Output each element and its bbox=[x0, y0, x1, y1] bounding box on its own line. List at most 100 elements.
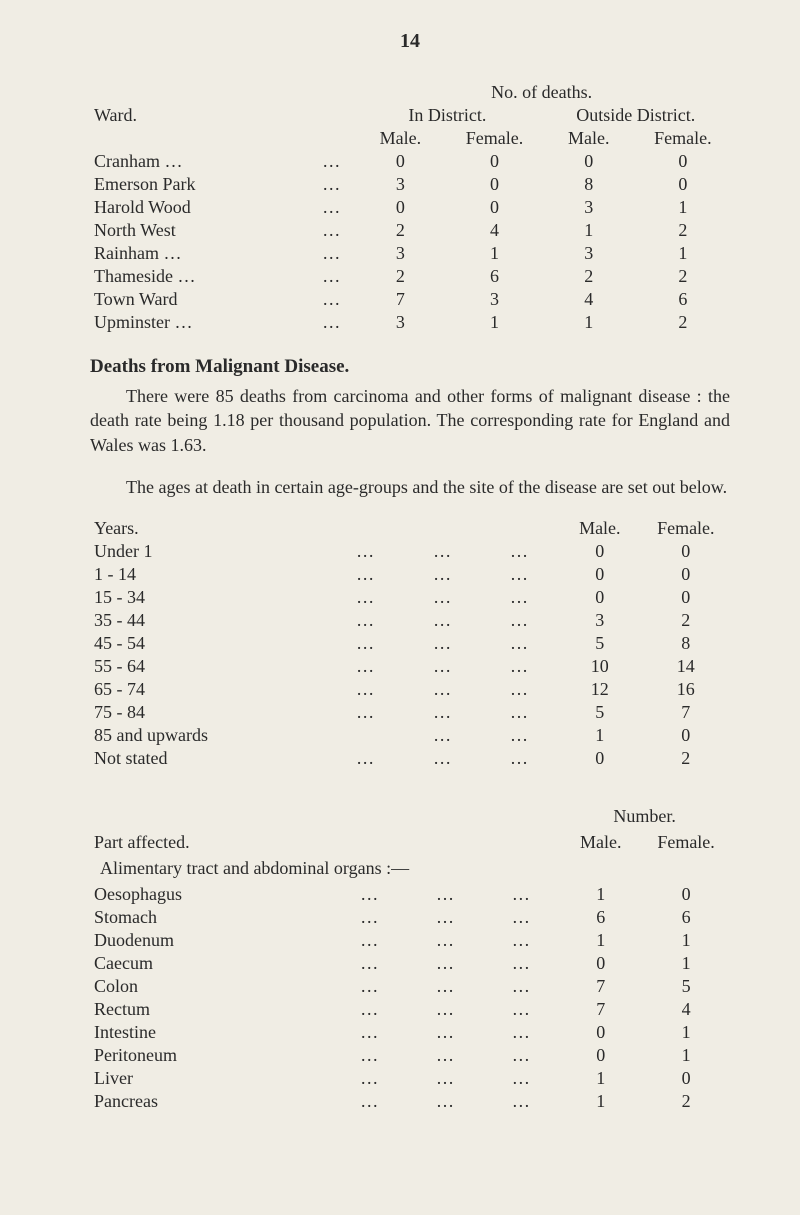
dots-cell: … bbox=[408, 998, 484, 1021]
ward-name-cell: North West … bbox=[90, 219, 353, 242]
dots-cell: … bbox=[327, 701, 404, 724]
cell-male: 1 bbox=[559, 1067, 642, 1090]
cell-out-female: 1 bbox=[636, 242, 730, 265]
cell-out-male: 1 bbox=[542, 311, 636, 334]
dots-cell: … bbox=[332, 906, 408, 929]
header-in-district: In District. bbox=[353, 104, 541, 127]
cell-in-female: 3 bbox=[447, 288, 541, 311]
cell-out-female: 2 bbox=[636, 311, 730, 334]
dots-cell: … bbox=[404, 655, 481, 678]
organ-label-cell: Liver bbox=[90, 1067, 332, 1090]
paragraph: There were 85 deaths from carcinoma and … bbox=[90, 384, 730, 457]
cell-female: 0 bbox=[642, 563, 730, 586]
age-label-cell: Not stated bbox=[90, 747, 327, 770]
cell-female: 14 bbox=[642, 655, 730, 678]
header-female: Female. bbox=[642, 517, 730, 540]
dots-cell: … bbox=[327, 540, 404, 563]
dots-cell: … bbox=[327, 655, 404, 678]
table-row: Liver………10 bbox=[90, 1067, 730, 1090]
dots-cell: … bbox=[483, 1044, 559, 1067]
header-ward: Ward. bbox=[90, 104, 353, 127]
cell-female: 16 bbox=[642, 678, 730, 701]
cell-female: 0 bbox=[642, 586, 730, 609]
dots-cell: … bbox=[327, 678, 404, 701]
cell-in-male: 3 bbox=[353, 242, 447, 265]
cell-in-male: 0 bbox=[353, 196, 447, 219]
cell-out-female: 2 bbox=[636, 265, 730, 288]
table-row: Not stated………02 bbox=[90, 747, 730, 770]
cell-out-female: 1 bbox=[636, 196, 730, 219]
dots-cell: … bbox=[332, 952, 408, 975]
organ-label-cell: Pancreas bbox=[90, 1090, 332, 1113]
cell-male: 1 bbox=[559, 1090, 642, 1113]
dots-cell: … bbox=[483, 975, 559, 998]
cell-male: 7 bbox=[559, 975, 642, 998]
cell-female: 7 bbox=[642, 701, 730, 724]
ward-name-cell: Harold Wood … bbox=[90, 196, 353, 219]
header-male: Male. bbox=[353, 127, 447, 150]
dots-cell: … bbox=[408, 1021, 484, 1044]
cell-out-male: 2 bbox=[542, 265, 636, 288]
cell-male: 0 bbox=[559, 1021, 642, 1044]
cell-female: 2 bbox=[642, 1090, 730, 1113]
table-row: Number. bbox=[90, 786, 730, 831]
cell-male: 5 bbox=[558, 701, 642, 724]
ward-name-cell: Cranham …… bbox=[90, 150, 353, 173]
dots-cell: … bbox=[483, 906, 559, 929]
cell-female: 0 bbox=[642, 883, 730, 906]
table-row: Caecum………01 bbox=[90, 952, 730, 975]
cell-female: 2 bbox=[642, 747, 730, 770]
dots-cell: … bbox=[481, 724, 558, 747]
dots-cell: … bbox=[481, 655, 558, 678]
cell-female: 1 bbox=[642, 1044, 730, 1067]
table-row: Ward. In District. Outside District. bbox=[90, 104, 730, 127]
dots-cell: … bbox=[408, 952, 484, 975]
paragraph: The ages at death in certain age-groups … bbox=[90, 475, 730, 499]
table-row: Thameside ……2622 bbox=[90, 265, 730, 288]
cell-male: 12 bbox=[558, 678, 642, 701]
dots-cell: … bbox=[481, 678, 558, 701]
dots-cell: … bbox=[483, 1090, 559, 1113]
cell-out-female: 0 bbox=[636, 173, 730, 196]
age-label-cell: 65 - 74 bbox=[90, 678, 327, 701]
table-row: Under 1………00 bbox=[90, 540, 730, 563]
cell-female: 1 bbox=[642, 952, 730, 975]
part-affected-table: Number. Part affected. Male. Female. Ali… bbox=[90, 786, 730, 1113]
table-row: Town Ward …7346 bbox=[90, 288, 730, 311]
dots-cell: … bbox=[481, 540, 558, 563]
cell-female: 4 bbox=[642, 998, 730, 1021]
dots-cell: … bbox=[408, 1067, 484, 1090]
dots-cell: … bbox=[332, 1090, 408, 1113]
cell-out-female: 0 bbox=[636, 150, 730, 173]
dots-cell bbox=[327, 724, 404, 747]
table-row: 45 - 54………58 bbox=[90, 632, 730, 655]
cell-male: 7 bbox=[559, 998, 642, 1021]
cell-male: 0 bbox=[558, 747, 642, 770]
header-female: Female. bbox=[636, 127, 730, 150]
table-row: Peritoneum………01 bbox=[90, 1044, 730, 1067]
cell-female: 0 bbox=[642, 540, 730, 563]
table-row: Stomach………66 bbox=[90, 906, 730, 929]
cell-male: 0 bbox=[558, 586, 642, 609]
dots-cell: … bbox=[327, 586, 404, 609]
age-label-cell: 85 and upwards bbox=[90, 724, 327, 747]
cell-out-male: 1 bbox=[542, 219, 636, 242]
table-row: Part affected. Male. Female. bbox=[90, 831, 730, 854]
dots-cell: … bbox=[408, 906, 484, 929]
header-years: Years. bbox=[90, 517, 327, 540]
table-row: Male. Female. Male. Female. bbox=[90, 127, 730, 150]
header-male: Male. bbox=[542, 127, 636, 150]
age-label-cell: Under 1 bbox=[90, 540, 327, 563]
dots-cell: … bbox=[404, 540, 481, 563]
ward-name-cell: Town Ward … bbox=[90, 288, 353, 311]
dots-cell: … bbox=[483, 998, 559, 1021]
cell-male: 0 bbox=[559, 1044, 642, 1067]
table-row: Rainham ……3131 bbox=[90, 242, 730, 265]
table-row: Pancreas………12 bbox=[90, 1090, 730, 1113]
table-row: Upminster ……3112 bbox=[90, 311, 730, 334]
table-row: North West …2412 bbox=[90, 219, 730, 242]
cell-in-male: 3 bbox=[353, 173, 447, 196]
table-row: 35 - 44………32 bbox=[90, 609, 730, 632]
cell-male: 0 bbox=[558, 540, 642, 563]
table-row: No. of deaths. bbox=[90, 81, 730, 104]
